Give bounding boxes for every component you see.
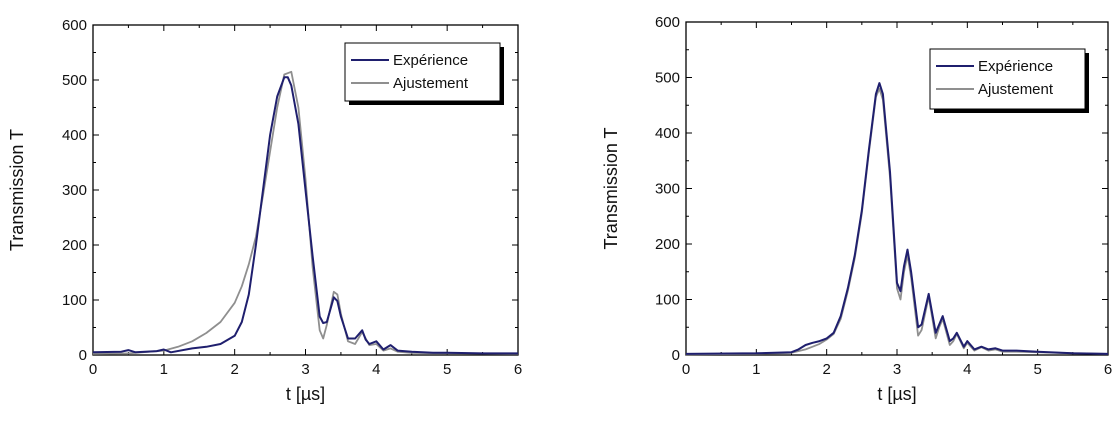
x-tick-label: 1	[752, 361, 760, 378]
y-tick-label: 600	[655, 14, 680, 31]
x-axis-title: t [µs]	[877, 384, 916, 404]
y-tick-label: 200	[655, 236, 680, 253]
legend-label: Expérience	[393, 52, 468, 69]
y-tick-label: 500	[62, 72, 87, 89]
x-tick-label: 2	[230, 361, 238, 378]
x-axis-title: t [µs]	[286, 384, 325, 404]
chart-2: 0 1 2 3 4 5 6 0 100 200 300 400 500 600 t [µs] Transmis…	[601, 14, 1112, 404]
y-tick-label: 300	[655, 181, 680, 198]
series-line-experience	[92, 76, 518, 355]
series-line-experience	[685, 82, 1109, 355]
y-tick-label: 100	[655, 292, 680, 309]
x-tick-label: 3	[893, 361, 901, 378]
x-tick-label: 0	[89, 361, 97, 378]
x-tick-label: 3	[301, 361, 309, 378]
legend-label: Ajustement	[978, 81, 1054, 98]
chart-1: 0 1 2 3 4 5 6 0 100 200 300 400 500 600 t [µs] Transmis…	[7, 17, 522, 404]
y-tick-label: 0	[672, 347, 680, 364]
x-tick-label: 5	[443, 361, 451, 378]
y-axis-title: Transmission T	[601, 127, 621, 249]
x-tick-label: 5	[1033, 361, 1041, 378]
y-tick-label: 600	[62, 17, 87, 34]
x-tick-label: 6	[514, 361, 522, 378]
legend-box	[929, 48, 1086, 110]
y-tick-label: 300	[62, 182, 87, 199]
legend-label: Expérience	[978, 58, 1053, 75]
x-tick-label: 4	[963, 361, 971, 378]
y-tick-label: 200	[62, 237, 87, 254]
y-tick-label: 0	[79, 347, 87, 364]
y-tick-label: 100	[62, 292, 87, 309]
legend-label: Ajustement	[393, 75, 469, 92]
series-line-ajustement	[92, 70, 519, 355]
x-tick-label: 1	[160, 361, 168, 378]
x-tick-label: 6	[1104, 361, 1112, 378]
y-tick-label: 400	[655, 125, 680, 142]
x-tick-label: 0	[682, 361, 690, 378]
x-tick-label: 2	[822, 361, 830, 378]
legend-box	[344, 42, 501, 102]
y-tick-label: 400	[62, 127, 87, 144]
x-tick-label: 4	[372, 361, 380, 378]
y-axis-title: Transmission T	[7, 129, 27, 251]
y-tick-label: 500	[655, 70, 680, 87]
